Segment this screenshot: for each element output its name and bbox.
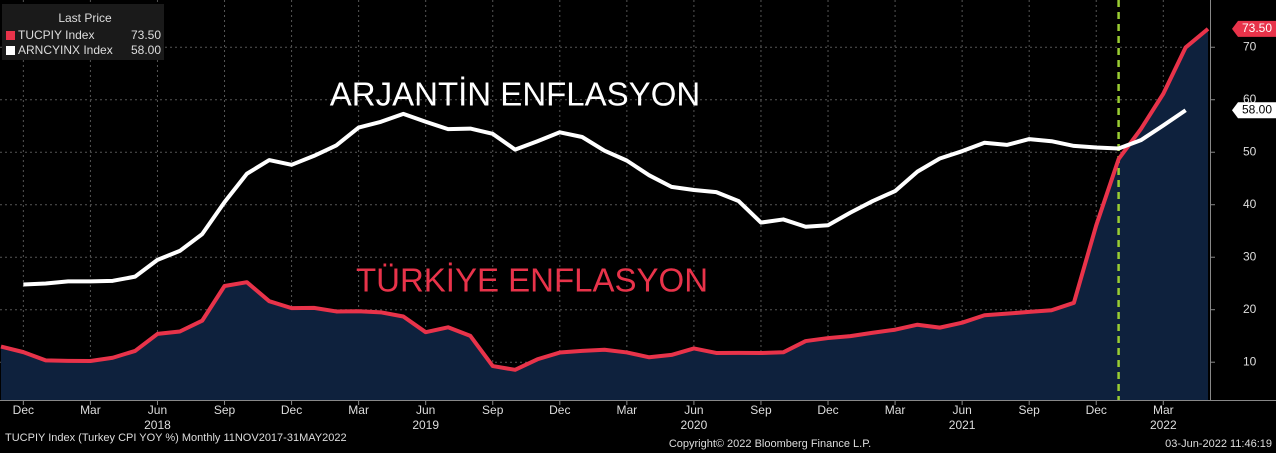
x-tick-label: Jun <box>416 403 435 417</box>
plot-area <box>0 0 1210 400</box>
x-tick-label: Sep <box>750 403 772 417</box>
x-tick-label: Dec <box>281 403 302 417</box>
x-tick-label: Mar <box>80 403 101 417</box>
footer-right: 03-Jun-2022 11:46:19 <box>1165 438 1272 450</box>
x-year-label: 2018 <box>144 418 171 432</box>
x-tick-label: Dec <box>13 403 34 417</box>
legend-swatch <box>6 46 15 55</box>
y-axis <box>1210 0 1211 400</box>
legend-title: Last Price <box>58 11 112 25</box>
legend-value: 58.00 <box>131 43 161 57</box>
footer-left: TUCPIY Index (Turkey CPI YOY %) Monthly … <box>5 432 347 444</box>
x-tick-label: Sep <box>1019 403 1041 417</box>
x-year-label: 2021 <box>949 418 976 432</box>
x-tick-label: Jun <box>952 403 971 417</box>
legend-label: ARNCYINX Index <box>18 43 113 57</box>
annotation: TÜRKİYE ENFLASYON <box>356 262 708 299</box>
legend-swatch <box>6 31 15 40</box>
y-tick-label: 20 <box>1243 302 1257 316</box>
y-tick-label: 70 <box>1243 39 1257 53</box>
y-tick-label: 50 <box>1243 144 1257 158</box>
last-value-tag <box>1232 102 1276 119</box>
y-tick-label: 40 <box>1243 197 1257 211</box>
x-year-label: 2019 <box>412 418 439 432</box>
x-tick-label: Dec <box>817 403 838 417</box>
series-area <box>1 28 1208 400</box>
x-tick-label: Mar <box>1153 403 1174 417</box>
series-line <box>23 108 1187 287</box>
x-year-label: 2022 <box>1150 418 1177 432</box>
x-tick-label: Sep <box>482 403 504 417</box>
last-value-label: 73.50 <box>1242 21 1272 35</box>
x-tick-label: Mar <box>885 403 906 417</box>
x-tick-label: Mar <box>348 403 369 417</box>
last-value-label: 58.00 <box>1242 102 1272 116</box>
x-axis <box>0 400 1276 401</box>
y-tick-label: 30 <box>1243 249 1257 263</box>
x-tick-label: Dec <box>1086 403 1107 417</box>
x-tick-label: Jun <box>148 403 167 417</box>
y-tick-label: 10 <box>1243 354 1257 368</box>
legend-box <box>2 4 164 60</box>
x-tick-label: Sep <box>214 403 236 417</box>
last-value-tag <box>1232 20 1276 37</box>
series-line <box>0 27 1210 372</box>
footer-center: Copyright© 2022 Bloomberg Finance L.P. <box>669 438 871 450</box>
x-tick-label: Jun <box>684 403 703 417</box>
x-tick-label: Mar <box>617 403 638 417</box>
annotation: ARJANTİN ENFLASYON <box>330 76 700 113</box>
legend-value: 73.50 <box>131 28 161 42</box>
x-tick-label: Dec <box>549 403 570 417</box>
x-year-label: 2020 <box>681 418 708 432</box>
legend-label: TUCPIY Index <box>18 28 94 42</box>
